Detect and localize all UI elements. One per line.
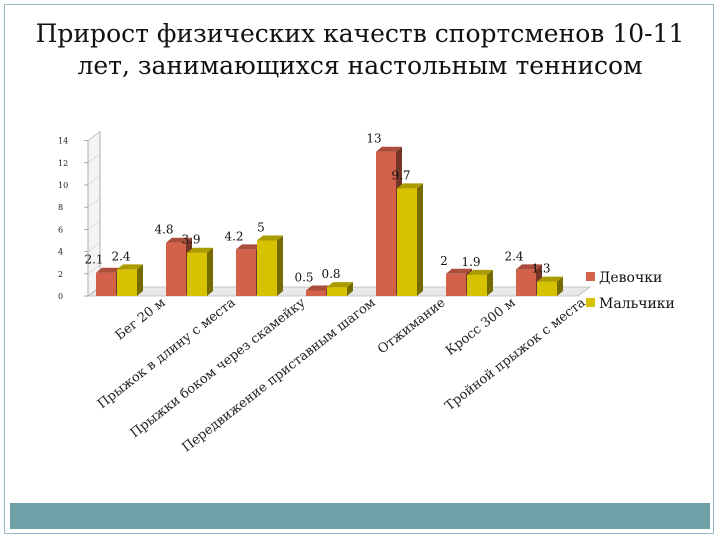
bar-0-4 xyxy=(376,151,396,296)
bar-side-1-3 xyxy=(347,282,353,296)
data-label: 0.8 xyxy=(321,267,340,281)
bar-top-0-1 xyxy=(166,237,192,243)
category-label: Прыжок в длину с места xyxy=(95,295,239,412)
bar-top-0-3 xyxy=(306,285,332,291)
bar-top-1-5 xyxy=(467,269,493,275)
y-tick-connector xyxy=(87,220,101,230)
bar-side-1-5 xyxy=(487,269,493,296)
category-label: Отжимание xyxy=(375,295,449,357)
y-tick-connector xyxy=(87,242,101,252)
slide-title: Прирост физических качеств спортсменов 1… xyxy=(35,19,685,80)
y-tick-connector xyxy=(87,131,101,141)
data-label: 2.1 xyxy=(84,253,103,267)
y-tick-label: 12 xyxy=(58,159,68,168)
bar-1-5 xyxy=(467,274,487,296)
y-tick-connector xyxy=(87,153,101,164)
data-label: 2 xyxy=(440,254,448,268)
bar-top-0-4 xyxy=(376,146,402,152)
bar-top-1-0 xyxy=(117,264,143,270)
y-tick-connector xyxy=(87,175,101,186)
category-label: Кросс 300 м xyxy=(443,295,518,359)
bar-1-2 xyxy=(257,240,277,296)
bar-0-6 xyxy=(516,269,536,296)
bar-top-1-4 xyxy=(397,183,423,189)
category-label: Тройной прыжок с места xyxy=(442,295,588,414)
bar-0-1 xyxy=(166,242,186,296)
data-label: 2.4 xyxy=(504,249,523,263)
data-label: 5 xyxy=(257,221,265,235)
bar-side-1-2 xyxy=(277,235,283,296)
bar-top-0-0 xyxy=(96,267,122,273)
plot-back-wall xyxy=(100,131,590,287)
bar-side-1-6 xyxy=(557,276,563,296)
bar-0-0 xyxy=(96,272,116,296)
bar-side-1-4 xyxy=(417,183,423,296)
bar-top-0-6 xyxy=(516,264,542,270)
bar-1-4 xyxy=(397,188,417,296)
bar-1-6 xyxy=(537,281,557,296)
category-label: Бег 20 м xyxy=(113,295,169,343)
y-tick-label: 8 xyxy=(58,203,63,212)
legend-label: Девочки xyxy=(599,270,662,286)
footer-bar xyxy=(10,503,710,529)
y-tick-connector xyxy=(87,264,101,275)
bar-1-0 xyxy=(117,269,137,296)
bar-0-3 xyxy=(306,290,326,296)
slide-frame xyxy=(4,4,714,534)
y-tick-label: 6 xyxy=(58,225,63,234)
legend-swatch xyxy=(586,298,595,307)
data-label: 1.3 xyxy=(531,262,550,276)
y-tick-connector xyxy=(87,197,101,208)
legend-swatch xyxy=(586,272,595,281)
data-label: 9.7 xyxy=(391,168,410,182)
data-label: 4.8 xyxy=(154,223,173,237)
data-label: 3.9 xyxy=(181,233,200,247)
y-tick-label: 2 xyxy=(58,270,63,279)
bar-0-5 xyxy=(446,273,466,296)
data-label: 2.4 xyxy=(111,249,130,263)
data-label: 4.2 xyxy=(224,229,243,243)
bar-side-1-1 xyxy=(207,247,213,296)
bar-top-1-2 xyxy=(257,235,283,241)
legend-label: Мальчики xyxy=(599,296,675,312)
data-label: 0.5 xyxy=(294,270,313,284)
y-tick-label: 0 xyxy=(58,292,63,301)
bar-0-2 xyxy=(236,249,256,296)
bar-side-1-0 xyxy=(137,264,143,296)
bar-top-1-1 xyxy=(187,247,213,253)
bar-top-1-6 xyxy=(537,276,563,282)
data-label: 13 xyxy=(366,132,381,146)
data-label: 1.9 xyxy=(461,255,480,269)
y-tick-label: 4 xyxy=(58,248,63,257)
y-tick-label: 10 xyxy=(58,181,68,190)
y-tick-label: 14 xyxy=(58,137,68,146)
bar-top-1-3 xyxy=(327,282,353,288)
bar-top-0-5 xyxy=(446,268,472,274)
bar-1-1 xyxy=(187,252,207,296)
bar-top-0-2 xyxy=(236,244,262,250)
bar-1-3 xyxy=(327,287,347,296)
